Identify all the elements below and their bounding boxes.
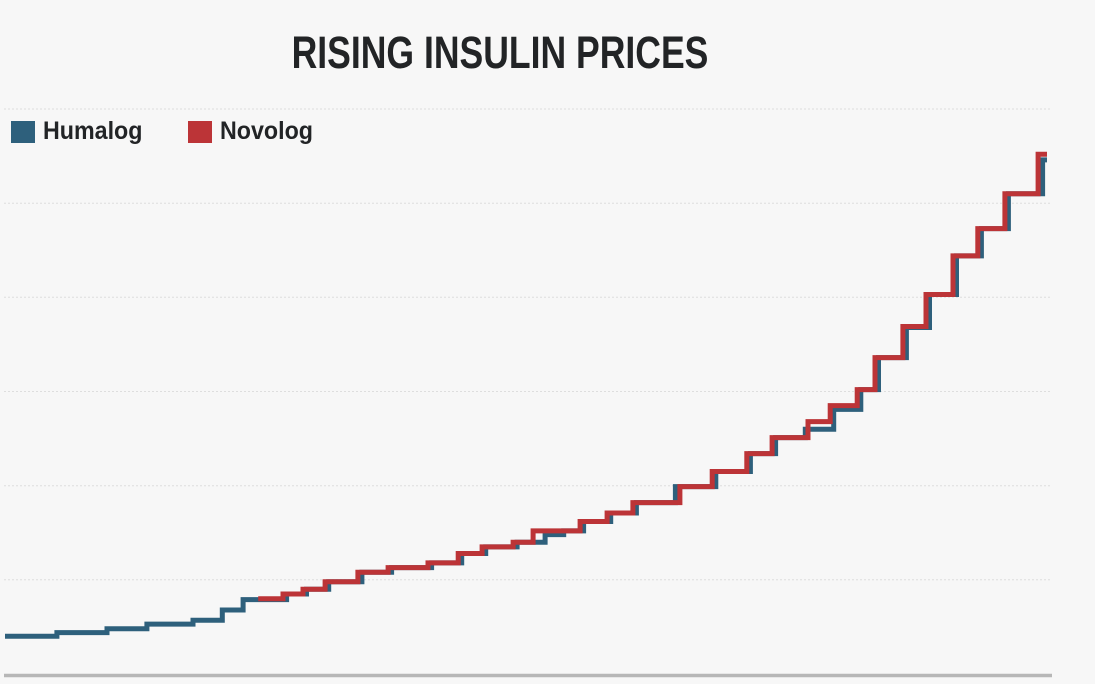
chart-title: RISING INSULIN PRICES [291,27,709,78]
legend-item-humalog: Humalog [11,117,150,146]
legend-item-novolog: Novolog [187,117,320,146]
humalog-swatch-icon [11,120,35,143]
novolog-line [258,151,1047,602]
legend: Humalog Novolog [11,117,320,146]
novolog-legend-label: Novolog [219,117,313,145]
humalog-line [5,157,1047,639]
gridlines [4,108,1052,581]
novolog-swatch-icon [187,120,212,143]
humalog-legend-label: Humalog [43,117,143,145]
